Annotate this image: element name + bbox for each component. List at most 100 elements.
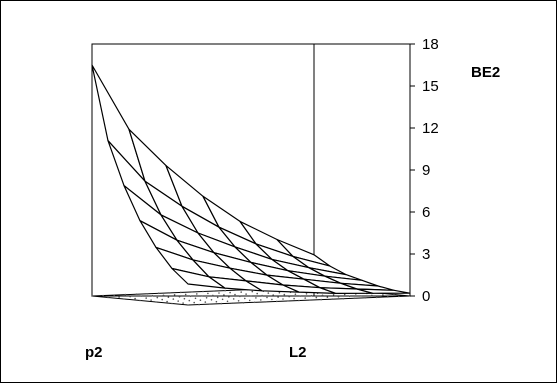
floor-dot (282, 298, 284, 300)
floor-dot (223, 294, 225, 296)
floor-dot (161, 298, 163, 301)
floor-dot (221, 298, 224, 301)
z-tick-label: 15 (422, 78, 439, 95)
floor-dot (371, 294, 373, 297)
floor-dot (342, 297, 345, 300)
floor-dot (332, 294, 335, 296)
floor-dot (146, 293, 149, 295)
floor-dot (198, 303, 200, 306)
floor-dot (157, 292, 160, 295)
floor-dot (337, 296, 340, 298)
floor-dot (343, 293, 346, 296)
floor-dot (271, 298, 273, 301)
floor-dot (387, 296, 389, 298)
floor-dot (331, 298, 334, 300)
floor-dot (321, 294, 324, 297)
floor-dot (234, 293, 236, 296)
floor-dot (166, 300, 168, 303)
floor-dot (353, 297, 356, 300)
floor-dot (267, 292, 270, 294)
floor-dot (107, 296, 109, 299)
floor-dot (398, 295, 400, 298)
floor-dot (167, 296, 170, 299)
floor-dot (204, 301, 207, 303)
floor-dot (266, 296, 268, 299)
floor-dot (305, 293, 308, 295)
floor-dot (348, 295, 351, 298)
floor-dot (202, 290, 204, 293)
z-axis-ticks: 0 3 6 9 12 15 18 (410, 36, 439, 305)
floor-dot (255, 297, 257, 299)
floor-dot (320, 298, 323, 301)
floor-dot (226, 300, 229, 303)
floor-dot (210, 299, 213, 301)
surface-patch (356, 288, 411, 294)
floor-dot (293, 297, 295, 300)
floor-dot (216, 296, 219, 299)
floor-dot (129, 295, 131, 298)
floor-dot (212, 294, 214, 297)
floor-dot (193, 301, 195, 304)
floor-dot (276, 300, 278, 303)
floor-dot (168, 292, 171, 294)
floor-dot (304, 297, 307, 299)
floor-dot (215, 300, 218, 303)
floor-dot (199, 299, 202, 302)
z-tick-label: 3 (422, 246, 430, 263)
floor-dot (172, 298, 175, 300)
y-axis-title: p2 (85, 344, 103, 361)
floor-dot (207, 292, 209, 295)
floor-dot (382, 294, 384, 296)
floor-dot (150, 299, 152, 301)
floor-dot (272, 294, 275, 296)
z-tick-label: 0 (422, 288, 430, 305)
floor-dot (213, 290, 215, 292)
floor-dot (229, 291, 231, 294)
floor-dot (309, 299, 311, 301)
floor-dot (189, 295, 192, 298)
z-tick-label: 18 (422, 36, 439, 53)
floor-dot (145, 297, 147, 299)
floor-dot (224, 289, 226, 292)
floor-dot (287, 300, 289, 302)
floor-dot (235, 289, 238, 291)
floor-dot (298, 299, 300, 302)
floor-dot (205, 297, 208, 299)
floor-dot (240, 291, 242, 293)
floor-dot (256, 292, 258, 295)
floor-dot (277, 296, 279, 298)
floor-dot (261, 294, 263, 297)
floor-dot (200, 295, 203, 297)
floor-dot (171, 302, 173, 305)
floor-dot (260, 299, 262, 301)
floor-dot (180, 291, 182, 294)
back-wall-right (313, 43, 411, 297)
floor-dot (393, 293, 395, 296)
floor-dot (135, 293, 138, 296)
floor-dot (178, 296, 181, 298)
floor-dot (184, 293, 187, 296)
floor-dot (359, 295, 362, 297)
floor-dot (209, 303, 211, 305)
floor-dot (134, 297, 136, 300)
floor-dot (232, 298, 235, 300)
floor-dot (375, 296, 378, 299)
floor-dot (91, 295, 93, 297)
floor-dot (231, 302, 234, 305)
x-axis-title: L2 (289, 344, 307, 361)
floor-dot (326, 296, 329, 299)
floor-dot (250, 295, 252, 297)
floor-dot (102, 294, 104, 297)
floor-dot (237, 300, 240, 302)
floor-dot (218, 292, 220, 294)
floor-dot (177, 300, 179, 302)
floor-dot (253, 301, 256, 304)
floor-dot (182, 302, 184, 304)
floor-dot (156, 296, 159, 299)
floor-dot (299, 295, 302, 297)
floor-dot (251, 290, 254, 293)
floor-dot (244, 297, 246, 300)
floor-dot (183, 297, 186, 300)
floor-dot (283, 293, 286, 296)
